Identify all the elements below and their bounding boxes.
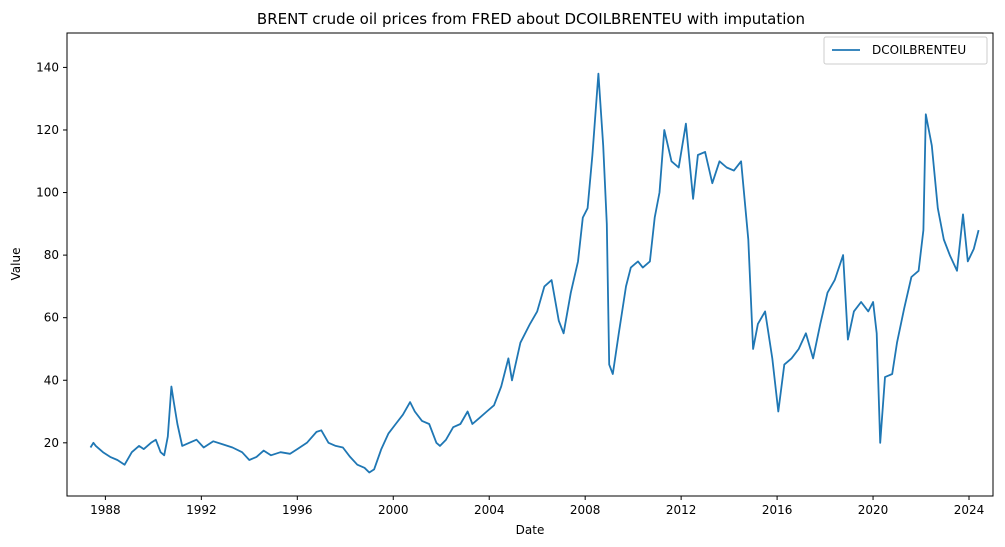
x-tick-label: 2020 [858, 503, 889, 517]
x-tick-label: 2012 [666, 503, 697, 517]
x-tick-label: 1996 [282, 503, 313, 517]
y-tick-label: 40 [44, 373, 59, 387]
y-tick-label: 120 [36, 123, 59, 137]
x-axis-ticks: 1988 1992 1996 2000 2004 2008 2012 2016 2020 2024 [90, 496, 984, 517]
x-tick-label: 2008 [570, 503, 601, 517]
legend: DCOILBRENTEU [823, 36, 988, 65]
y-axis-ticks: 20 40 60 80 100 120 140 [36, 60, 67, 450]
x-axis-label: Date [516, 523, 545, 537]
legend-series-label: DCOILBRENTEU [872, 43, 966, 57]
y-tick-label: 60 [44, 311, 59, 325]
y-tick-label: 80 [44, 248, 59, 262]
x-tick-label: 1988 [90, 503, 121, 517]
series-line-dcoilbrenteu [89, 72, 980, 474]
x-tick-label: 2016 [762, 503, 793, 517]
plot-area-frame [66, 32, 994, 497]
x-tick-label: 2004 [474, 503, 505, 517]
y-tick-label: 20 [44, 436, 59, 450]
x-tick-label: 2024 [954, 503, 985, 517]
y-tick-label: 140 [36, 60, 59, 74]
chart-title: BRENT crude oil prices from FRED about D… [257, 10, 805, 28]
legend-box [823, 36, 988, 65]
x-tick-label: 2000 [378, 503, 409, 517]
series-layer [89, 72, 980, 474]
y-axis-label: Value [9, 248, 23, 281]
x-tick-label: 1992 [186, 503, 217, 517]
y-tick-label: 100 [36, 186, 59, 200]
